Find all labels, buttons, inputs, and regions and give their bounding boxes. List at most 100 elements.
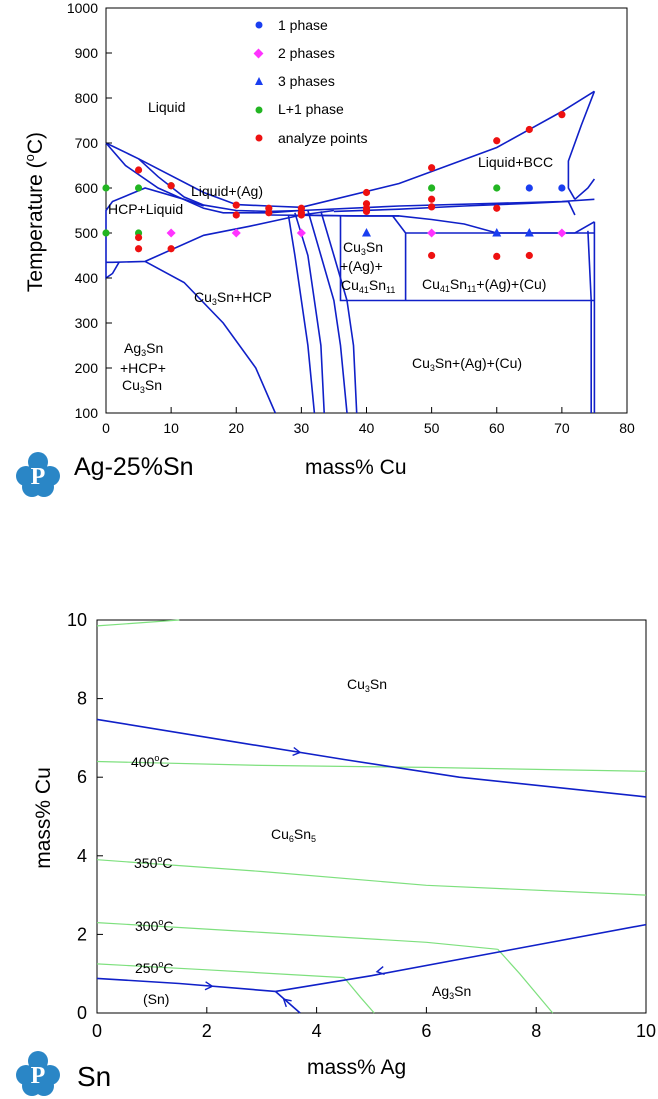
y-tick-label: 200 <box>75 360 99 376</box>
y-tick-label: 300 <box>75 315 99 331</box>
y-tick-label: 500 <box>75 225 99 241</box>
data-point <box>362 228 371 237</box>
data-point <box>557 228 567 238</box>
phase-boundary-line <box>96 718 647 798</box>
region-cu3sn-ag-cu: Cu3Sn+(Ag)+(Cu) <box>412 355 522 373</box>
region-cu3sn-hcp: Cu3Sn+HCP <box>194 289 272 307</box>
isotherm-line <box>96 922 498 950</box>
top-y-axis-label: Temperature (oC) <box>22 132 47 292</box>
isotherm-label-300: 300oC <box>135 917 174 934</box>
top-axis-ticks: 0 10 20 30 40 50 60 70 80 100 200 300 400 500 600 700 80… <box>67 0 635 436</box>
region-cu41sn11-ag-cu: Cu41Sn11+(Ag)+(Cu) <box>422 276 546 294</box>
top-logo: P Ag-25%Sn <box>16 452 194 497</box>
x-tick-label: 6 <box>421 1021 431 1041</box>
svg-text:+(Ag)+: +(Ag)+ <box>340 258 383 274</box>
x-tick-label: 4 <box>312 1021 322 1041</box>
x-tick-label: 0 <box>102 420 110 436</box>
svg-text:Cu41Sn11: Cu41Sn11 <box>341 277 395 295</box>
legend-marker-l1-phase <box>255 106 263 114</box>
x-tick-label: 30 <box>294 420 310 436</box>
y-tick-label: 8 <box>77 689 87 709</box>
data-point <box>167 182 175 190</box>
y-tick-label: 0 <box>77 1003 87 1023</box>
p-logo-icon: P <box>16 1051 60 1096</box>
isotherm-line <box>497 948 554 1014</box>
direction-arrow <box>292 746 302 757</box>
x-tick-label: 10 <box>163 420 179 436</box>
bottom-axis-ticks: 0 2 4 6 8 10 0 2 4 6 8 10 <box>67 610 656 1041</box>
data-point <box>493 137 501 145</box>
phase-boundary-line <box>307 210 348 414</box>
x-tick-label: 60 <box>489 420 505 436</box>
data-point <box>525 251 533 260</box>
legend-label-l1-phase: L+1 phase <box>278 101 344 117</box>
phase-boundary-line <box>567 91 596 200</box>
phase-boundary-line <box>294 212 325 414</box>
data-point <box>524 228 534 237</box>
legend-marker-1-phase <box>255 21 263 29</box>
phase-boundary-line <box>301 198 595 212</box>
region-sn: (Sn) <box>143 991 169 1007</box>
data-point <box>362 188 371 197</box>
y-tick-label: 600 <box>75 180 99 196</box>
x-tick-label: 80 <box>619 420 635 436</box>
data-point <box>134 245 143 253</box>
bottom-x-axis-label: mass% Ag <box>307 1056 406 1079</box>
phase-boundary-line <box>333 200 576 216</box>
isotherm-line <box>96 859 647 896</box>
data-point <box>493 252 501 260</box>
legend-label-analyze-points: analyze points <box>278 130 368 146</box>
legend-label-3-phases: 3 phases <box>278 73 335 89</box>
legend-label-2-phases: 2 phases <box>278 45 335 61</box>
phase-boundary-line <box>105 142 302 209</box>
x-tick-label: 40 <box>359 420 375 436</box>
p-logo-icon: P <box>16 452 60 497</box>
phase-boundary-line <box>96 977 276 993</box>
legend-marker-2-phases <box>253 48 264 59</box>
bottom-phase-boundaries <box>96 718 647 1014</box>
svg-text:Cu3Sn: Cu3Sn <box>122 377 162 395</box>
bottom-chart: 0 2 4 6 8 10 0 2 4 6 8 10 Cu3Sn Cu6Sn5 Ag3Sn (Sn) 4… <box>16 610 656 1096</box>
phase-boundary-line <box>587 230 592 413</box>
data-point <box>428 195 436 203</box>
top-chart: 0 10 20 30 40 50 60 70 80 100 200 300 400 500 600 700 80… <box>16 0 635 497</box>
direction-arrow <box>375 966 385 976</box>
data-point <box>493 184 501 192</box>
y-tick-label: 4 <box>77 846 87 866</box>
data-point <box>102 229 110 237</box>
phase-boundary-line <box>574 178 596 200</box>
x-tick-label: 0 <box>92 1021 102 1041</box>
data-point <box>428 164 436 172</box>
svg-text:P: P <box>31 1063 46 1089</box>
region-cu3sn-ag-cu41sn11: Cu3Sn +(Ag)+ Cu41Sn11 <box>340 239 395 295</box>
data-point <box>134 184 143 192</box>
isotherm-label-400: 400oC <box>131 753 170 770</box>
top-logo-label: Ag-25%Sn <box>74 453 194 481</box>
isotherm-line <box>96 760 647 772</box>
data-point <box>493 204 501 212</box>
x-tick-label: 70 <box>554 420 570 436</box>
x-tick-label: 2 <box>202 1021 212 1041</box>
data-point <box>166 228 176 238</box>
region-liquid-bcc: Liquid+BCC <box>478 154 553 170</box>
isotherm-line <box>343 977 375 1014</box>
data-point <box>525 184 533 192</box>
legend-label-1-phase: 1 phase <box>278 17 328 33</box>
direction-arrow <box>282 998 292 1008</box>
phase-boundary-line <box>301 214 400 217</box>
top-legend: 1 phase 2 phases 3 phases L+1 phase anal… <box>253 17 368 146</box>
y-tick-label: 6 <box>77 767 87 787</box>
region-cu6sn5: Cu6Sn5 <box>271 826 316 844</box>
bottom-logo: P Sn <box>16 1051 111 1096</box>
data-point <box>492 228 502 237</box>
x-tick-label: 8 <box>531 1021 541 1041</box>
data-point <box>428 184 436 192</box>
region-cu3sn: Cu3Sn <box>347 676 387 694</box>
bottom-isotherms <box>96 619 647 1014</box>
phase-boundary-line <box>287 214 316 414</box>
x-tick-label: 20 <box>228 420 244 436</box>
x-tick-label: 50 <box>424 420 440 436</box>
data-point <box>558 184 566 192</box>
y-tick-label: 700 <box>75 135 99 151</box>
